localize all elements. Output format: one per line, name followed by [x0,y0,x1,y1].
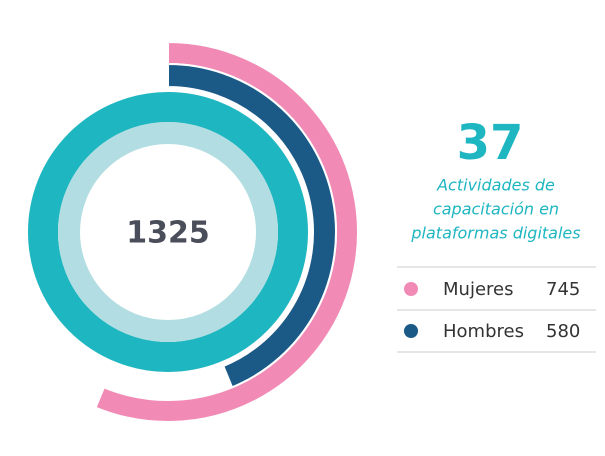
legend-value: 745 [546,279,580,300]
inner-ring [58,122,278,342]
arc [167,62,337,389]
total-value: 1325 [126,216,210,251]
subtitle-line: Actividades de [436,176,555,195]
legend-label: Mujeres [443,279,513,300]
subtitle-line: capacitación en [433,200,559,219]
total-ring [28,92,308,372]
legend-label: Hombres [443,321,524,342]
legend-dot [404,324,418,338]
headline: 37 [457,115,524,171]
subtitle-line: plataformas digitales [410,224,580,243]
legend-dot [404,282,418,296]
legend-value: 580 [546,321,580,342]
